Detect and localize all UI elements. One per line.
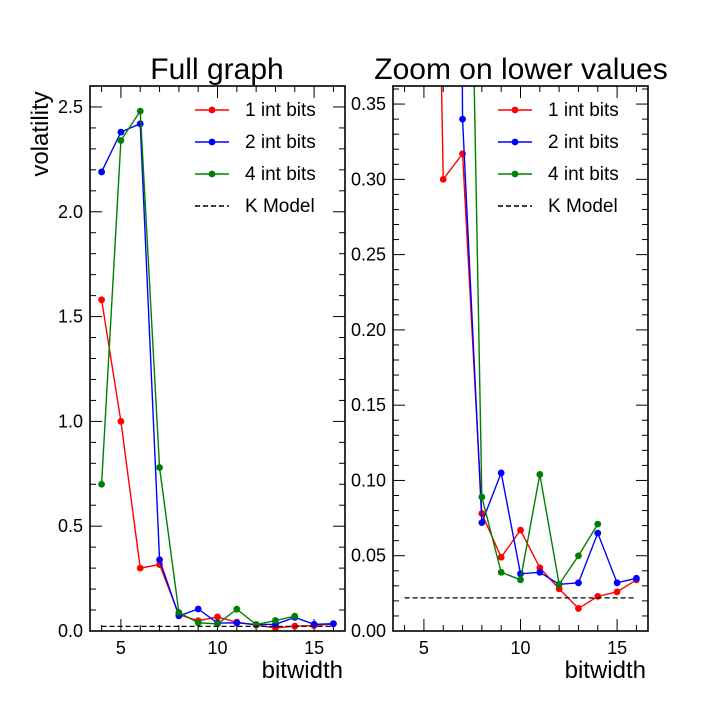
data-point	[633, 574, 640, 582]
data-point	[156, 556, 163, 564]
data-point	[272, 617, 279, 624]
x-tick-label: 10	[207, 638, 227, 658]
y-tick-label: 0.0	[58, 621, 83, 641]
legend-label: 4 int bits	[548, 164, 619, 185]
data-point	[555, 580, 563, 588]
x-tick-label: 15	[304, 638, 324, 658]
data-point	[156, 464, 163, 471]
y-tick-label: 0.10	[351, 470, 386, 490]
panel-title: Full graph	[150, 53, 283, 86]
data-point	[497, 568, 505, 576]
tick-labels: 5 10 15 0.0 0.5 1.0 1.5 2.0 2.5	[58, 97, 324, 658]
y-tick-label: 0.35	[351, 94, 386, 114]
data-point	[98, 296, 105, 304]
data-point	[214, 613, 221, 621]
x-tick-label: 10	[510, 638, 530, 658]
data-point	[233, 619, 241, 627]
legend-label: 2 int bits	[245, 132, 316, 153]
data-point	[478, 493, 486, 501]
axes-frame	[392, 85, 649, 632]
data-point	[497, 553, 505, 561]
data-point	[194, 619, 202, 627]
data-point	[536, 471, 544, 478]
panel-full-graph: Full graph 5 10 15 0.0 0.5 1.0 1.5 2.0 2.5 1 int…	[58, 0, 346, 684]
legend-marker	[511, 170, 519, 178]
data-point	[330, 620, 337, 628]
y-tick-label: 0.30	[351, 169, 386, 189]
series-line-1-int-bits	[100, 299, 334, 629]
data-point	[575, 605, 582, 612]
axes-frame	[89, 85, 346, 632]
y-tick-label: 0.05	[351, 546, 386, 566]
y-tick-label: 1.5	[58, 307, 83, 327]
y-tick-label: 0.5	[58, 516, 83, 536]
y-tick-label: 0.20	[351, 320, 386, 340]
legend-marker	[511, 106, 519, 114]
legend-marker	[208, 106, 216, 114]
data-point	[117, 137, 125, 144]
data-point	[633, 0, 640, 3]
data-point	[330, 0, 337, 3]
legend-label: K Model	[548, 196, 618, 217]
data-point	[136, 107, 144, 115]
x-axis-label: bitwidth	[565, 657, 646, 684]
plot-area	[98, 0, 337, 631]
legend-label: 2 int bits	[548, 132, 619, 153]
data-point	[214, 620, 221, 628]
data-point	[98, 480, 105, 488]
panel-zoom: Zoom on lower values 5 10 15 0.00 0.05 0.10 0.…	[351, 0, 668, 684]
legend-label: 1 int bits	[245, 100, 316, 121]
y-tick-label: 2.0	[58, 202, 83, 222]
x-tick-label: 5	[419, 638, 429, 658]
data-point	[594, 592, 602, 600]
data-point	[478, 519, 486, 527]
y-tick-label: 2.5	[58, 97, 83, 117]
y-tick-label: 0.15	[351, 395, 386, 415]
series-line-4-int-bits	[100, 108, 295, 626]
data-point	[136, 564, 144, 572]
legend-marker	[208, 170, 216, 178]
tick-labels: 5 10 15 0.00 0.05 0.10 0.15 0.20 0.25 0.30 0.35	[351, 94, 627, 658]
data-point	[291, 612, 299, 620]
x-tick-label: 5	[116, 638, 126, 658]
legend-marker	[208, 138, 216, 146]
data-point	[117, 417, 125, 425]
x-axis-label: bitwidth	[262, 657, 343, 684]
legend: 1 int bits 2 int bits 4 int bits K Model	[498, 100, 619, 217]
legend-label: 4 int bits	[245, 164, 316, 185]
y-axis-label: volatility	[27, 91, 54, 176]
data-point	[459, 115, 466, 123]
y-tick-label: 1.0	[58, 411, 83, 431]
data-point	[497, 469, 505, 477]
x-tick-label: 15	[607, 638, 627, 658]
data-point	[613, 579, 621, 587]
data-point	[517, 526, 524, 534]
legend: 1 int bits 2 int bits 4 int bits K Model	[195, 100, 316, 217]
data-point	[594, 520, 602, 528]
y-tick-label: 0.00	[351, 621, 386, 641]
data-point	[575, 552, 582, 560]
legend-label: K Model	[245, 196, 315, 217]
data-point	[311, 0, 318, 3]
legend-label: 1 int bits	[548, 100, 619, 121]
data-point	[536, 568, 544, 576]
data-point	[614, 0, 621, 3]
data-point	[613, 588, 621, 596]
data-point	[98, 168, 105, 176]
plot-area	[404, 0, 640, 612]
data-point	[517, 576, 524, 584]
data-point	[117, 128, 125, 136]
data-point	[594, 529, 602, 537]
data-point	[439, 175, 447, 183]
panel-title: Zoom on lower values	[374, 53, 667, 86]
data-point	[194, 605, 202, 613]
y-tick-label: 0.25	[351, 245, 386, 265]
axis-ticks	[393, 86, 648, 632]
legend-marker	[511, 138, 519, 146]
data-point	[175, 608, 183, 616]
data-point	[233, 605, 241, 613]
data-point	[575, 579, 582, 587]
